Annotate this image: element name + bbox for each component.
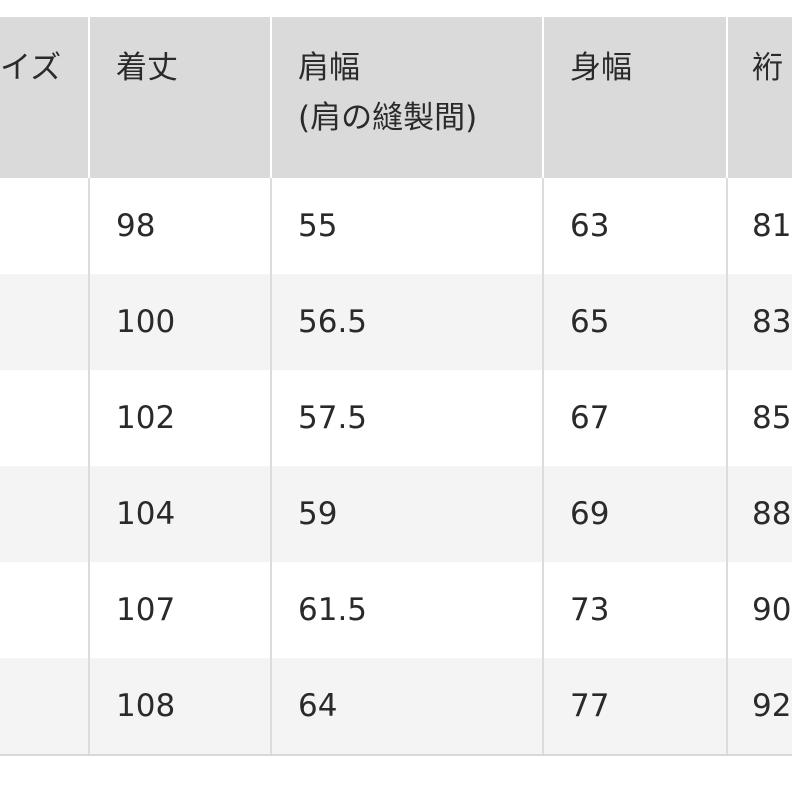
table-cell: 92	[752, 688, 792, 724]
header-width: 身幅	[544, 17, 728, 178]
table-cell: 90	[752, 592, 792, 628]
header-length: 着丈	[90, 17, 272, 178]
table-cell: 55	[272, 178, 544, 274]
header-size: イズ	[0, 17, 90, 178]
table-row: 98 55 63 81	[0, 178, 792, 274]
table-cell	[0, 178, 90, 274]
table-cell: 83	[752, 304, 792, 340]
table-cell: 65	[544, 274, 728, 370]
table-cell: 67	[544, 370, 728, 466]
header-shoulder-line1: 肩幅	[298, 50, 360, 86]
size-chart-table: イズ 着丈 肩幅 (肩の縫製間) 身幅 裄 98 55 63 81 100 56.5 65 8…	[0, 17, 792, 756]
table-cell: 81	[752, 208, 792, 244]
header-sleeve: 裄	[752, 50, 783, 86]
table-cell: 61.5	[272, 562, 544, 658]
table-cell: 57.5	[272, 370, 544, 466]
table-header-row: イズ 着丈 肩幅 (肩の縫製間) 身幅 裄	[0, 17, 792, 178]
table-cell: 77	[544, 658, 728, 754]
table-cell: 100	[90, 274, 272, 370]
table-row: 108 64 77 92	[0, 658, 792, 754]
table-cell	[0, 466, 90, 562]
table-cell	[0, 370, 90, 466]
table-bottom-border	[0, 754, 792, 756]
table-cell: 85	[752, 400, 792, 436]
table-cell: 56.5	[272, 274, 544, 370]
table-row: 102 57.5 67 85	[0, 370, 792, 466]
table-cell: 73	[544, 562, 728, 658]
table-cell: 59	[272, 466, 544, 562]
table-row: 107 61.5 73 90	[0, 562, 792, 658]
table-cell: 104	[90, 466, 272, 562]
table-cell	[0, 658, 90, 754]
table-cell: 102	[90, 370, 272, 466]
table-row: 104 59 69 88	[0, 466, 792, 562]
table-cell: 98	[90, 178, 272, 274]
table-cell	[0, 274, 90, 370]
table-cell: 108	[90, 658, 272, 754]
table-cell	[0, 562, 90, 658]
table-cell: 64	[272, 658, 544, 754]
header-shoulder-line2: (肩の縫製間)	[298, 100, 478, 136]
header-size-label: イズ	[0, 50, 62, 86]
header-shoulder: 肩幅 (肩の縫製間)	[272, 17, 544, 178]
table-cell: 88	[752, 496, 792, 532]
table-row: 100 56.5 65 83	[0, 274, 792, 370]
table-cell: 63	[544, 178, 728, 274]
table-cell: 69	[544, 466, 728, 562]
table-cell: 107	[90, 562, 272, 658]
